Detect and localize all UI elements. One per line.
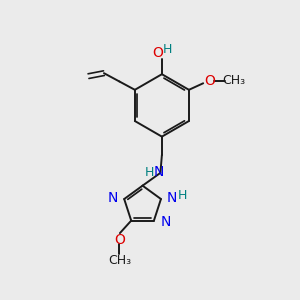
Text: H: H	[144, 166, 154, 179]
Text: CH₃: CH₃	[108, 254, 131, 267]
Text: N: N	[160, 215, 171, 229]
Text: O: O	[204, 74, 215, 88]
Text: CH₃: CH₃	[222, 74, 245, 87]
Text: N: N	[154, 165, 164, 179]
Text: H: H	[177, 189, 187, 202]
Text: N: N	[107, 190, 118, 205]
Text: H: H	[163, 43, 172, 56]
Text: N: N	[167, 190, 177, 205]
Text: O: O	[114, 232, 125, 247]
Text: O: O	[152, 46, 163, 60]
